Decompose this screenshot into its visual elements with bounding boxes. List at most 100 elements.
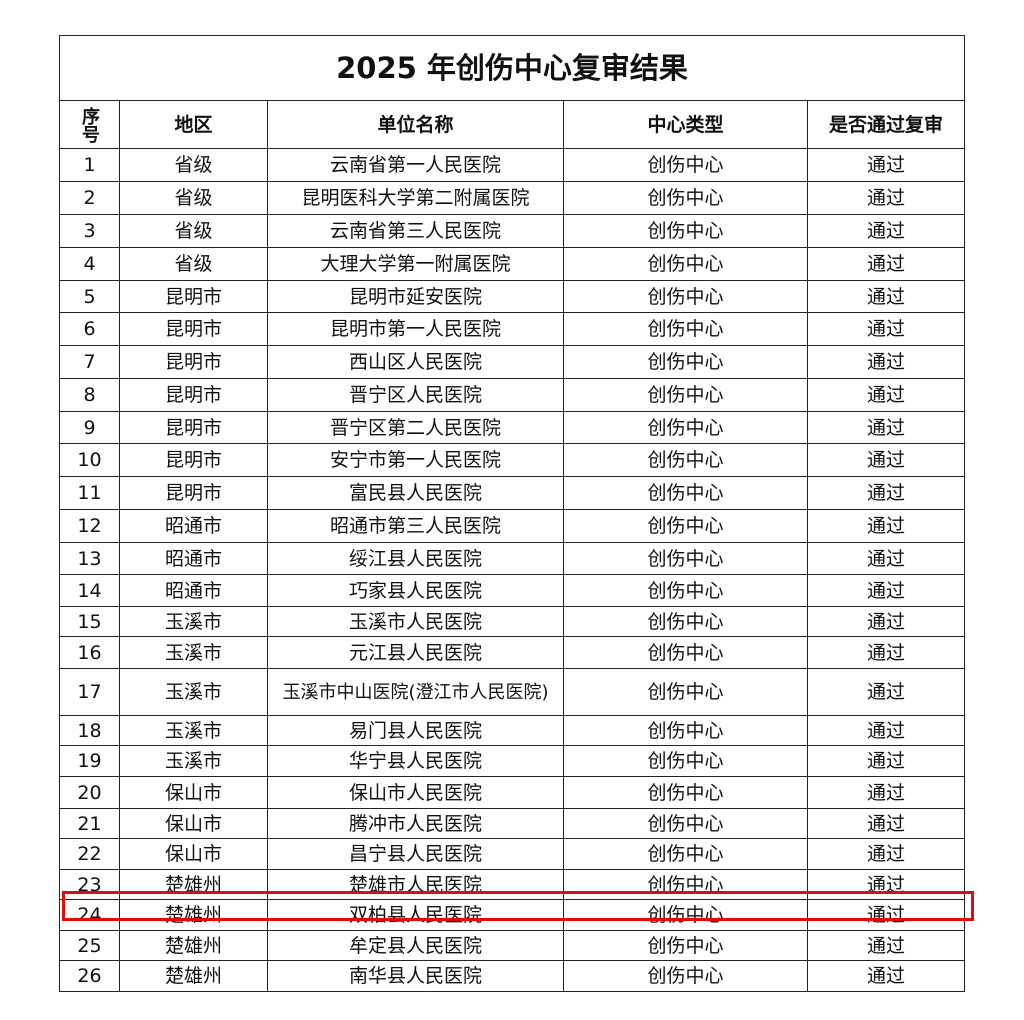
- cell-passed: 通过: [807, 668, 965, 716]
- cell-passed: 通过: [807, 280, 965, 313]
- header-unit: 单位名称: [267, 100, 564, 149]
- header-region: 地区: [119, 100, 268, 149]
- cell-passed: 通过: [807, 181, 965, 215]
- cell-seq: 17: [59, 668, 120, 716]
- cell-region: 省级: [119, 148, 268, 182]
- cell-passed: 通过: [807, 715, 965, 746]
- cell-passed: 通过: [807, 214, 965, 248]
- cell-unit: 昭通市第三人民医院: [267, 509, 564, 543]
- cell-unit: 玉溪市人民医院: [267, 606, 564, 637]
- cell-seq: 2: [59, 181, 120, 215]
- cell-seq: 5: [59, 280, 120, 313]
- cell-unit: 昆明市延安医院: [267, 280, 564, 313]
- cell-type: 创伤中心: [563, 636, 808, 669]
- table-row: 3 省级 云南省第三人民医院 创伤中心 通过: [59, 214, 965, 248]
- cell-unit: 昌宁县人民医院: [267, 838, 564, 870]
- cell-seq: 21: [59, 808, 120, 839]
- cell-type: 创伤中心: [563, 899, 808, 931]
- cell-region: 玉溪市: [119, 636, 268, 669]
- table-row: 8 昆明市 晋宁区人民医院 创伤中心 通过: [59, 378, 965, 412]
- cell-region: 昭通市: [119, 509, 268, 543]
- cell-unit: 云南省第一人民医院: [267, 148, 564, 182]
- cell-unit: 元江县人民医院: [267, 636, 564, 669]
- cell-passed: 通过: [807, 606, 965, 637]
- cell-unit: 华宁县人民医院: [267, 745, 564, 777]
- cell-unit: 安宁市第一人民医院: [267, 443, 564, 477]
- cell-region: 昆明市: [119, 345, 268, 379]
- cell-seq: 6: [59, 312, 120, 346]
- table-row: 18 玉溪市 易门县人民医院 创伤中心 通过: [59, 715, 965, 746]
- cell-type: 创伤中心: [563, 960, 808, 992]
- table-row: 25 楚雄州 牟定县人民医院 创伤中心 通过: [59, 930, 965, 961]
- cell-region: 楚雄州: [119, 930, 268, 961]
- cell-region: 省级: [119, 214, 268, 248]
- cell-unit: 牟定县人民医院: [267, 930, 564, 961]
- table-row: 22 保山市 昌宁县人民医院 创伤中心 通过: [59, 838, 965, 870]
- cell-passed: 通过: [807, 312, 965, 346]
- cell-type: 创伤中心: [563, 181, 808, 215]
- cell-seq: 10: [59, 443, 120, 477]
- cell-type: 创伤中心: [563, 280, 808, 313]
- header-type: 中心类型: [563, 100, 808, 149]
- cell-passed: 通过: [807, 542, 965, 575]
- cell-passed: 通过: [807, 574, 965, 607]
- cell-seq: 19: [59, 745, 120, 777]
- cell-type: 创伤中心: [563, 345, 808, 379]
- cell-region: 昆明市: [119, 443, 268, 477]
- cell-region: 保山市: [119, 776, 268, 809]
- cell-passed: 通过: [807, 745, 965, 777]
- cell-region: 玉溪市: [119, 715, 268, 746]
- cell-region: 楚雄州: [119, 869, 268, 900]
- cell-type: 创伤中心: [563, 443, 808, 477]
- table-row: 13 昭通市 绥江县人民医院 创伤中心 通过: [59, 542, 965, 575]
- cell-unit: 云南省第三人民医院: [267, 214, 564, 248]
- table-row: 1 省级 云南省第一人民医院 创伤中心 通过: [59, 148, 965, 182]
- cell-seq: 7: [59, 345, 120, 379]
- cell-type: 创伤中心: [563, 776, 808, 809]
- table-row: 21 保山市 腾冲市人民医院 创伤中心 通过: [59, 808, 965, 839]
- table-row: 2 省级 昆明医科大学第二附属医院 创伤中心 通过: [59, 181, 965, 215]
- table-row: 20 保山市 保山市人民医院 创伤中心 通过: [59, 776, 965, 809]
- cell-unit: 昆明医科大学第二附属医院: [267, 181, 564, 215]
- cell-seq: 20: [59, 776, 120, 809]
- table-row: 26 楚雄州 南华县人民医院 创伤中心 通过: [59, 960, 965, 992]
- table-row: 19 玉溪市 华宁县人民医院 创伤中心 通过: [59, 745, 965, 777]
- cell-type: 创伤中心: [563, 574, 808, 607]
- cell-seq: 13: [59, 542, 120, 575]
- cell-type: 创伤中心: [563, 838, 808, 870]
- header-passed: 是否通过复审: [807, 100, 965, 149]
- table-row: 17 玉溪市 玉溪市中山医院(澄江市人民医院) 创伤中心 通过: [59, 668, 965, 716]
- cell-type: 创伤中心: [563, 509, 808, 543]
- cell-type: 创伤中心: [563, 745, 808, 777]
- cell-unit: 双柏县人民医院: [267, 899, 564, 931]
- cell-seq: 16: [59, 636, 120, 669]
- cell-region: 昭通市: [119, 574, 268, 607]
- cell-passed: 通过: [807, 930, 965, 961]
- cell-unit: 腾冲市人民医院: [267, 808, 564, 839]
- table-row: 5 昆明市 昆明市延安医院 创伤中心 通过: [59, 280, 965, 313]
- cell-region: 昆明市: [119, 411, 268, 444]
- header-seq: 序号: [59, 100, 120, 149]
- cell-type: 创伤中心: [563, 411, 808, 444]
- cell-seq: 26: [59, 960, 120, 992]
- cell-type: 创伤中心: [563, 247, 808, 281]
- cell-seq: 18: [59, 715, 120, 746]
- cell-passed: 通过: [807, 776, 965, 809]
- cell-seq: 25: [59, 930, 120, 961]
- cell-passed: 通过: [807, 378, 965, 412]
- cell-seq: 24: [59, 899, 120, 931]
- cell-seq: 9: [59, 411, 120, 444]
- cell-unit: 巧家县人民医院: [267, 574, 564, 607]
- cell-type: 创伤中心: [563, 542, 808, 575]
- cell-region: 昆明市: [119, 476, 268, 510]
- cell-type: 创伤中心: [563, 606, 808, 637]
- cell-unit: 富民县人民医院: [267, 476, 564, 510]
- cell-region: 楚雄州: [119, 960, 268, 992]
- page-title: 2025 年创伤中心复审结果: [59, 35, 965, 101]
- cell-passed: 通过: [807, 869, 965, 900]
- cell-passed: 通过: [807, 411, 965, 444]
- cell-type: 创伤中心: [563, 214, 808, 248]
- cell-region: 玉溪市: [119, 745, 268, 777]
- cell-passed: 通过: [807, 247, 965, 281]
- table-row: 4 省级 大理大学第一附属医院 创伤中心 通过: [59, 247, 965, 281]
